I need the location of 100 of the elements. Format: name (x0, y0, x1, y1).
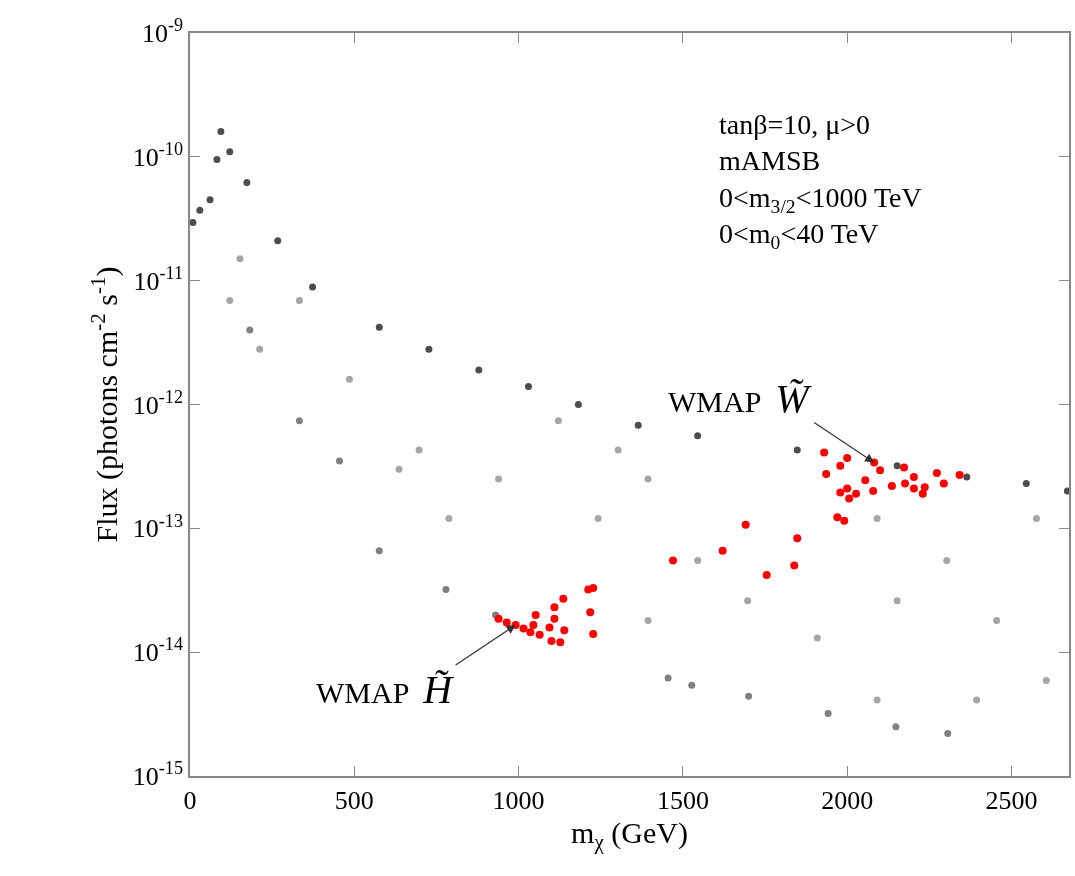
point (531, 610, 540, 619)
annotation: tanβ=10, μ>0 (719, 109, 871, 140)
point (545, 623, 554, 632)
point (226, 297, 234, 305)
point (442, 586, 450, 594)
point (1032, 515, 1040, 523)
point (1063, 487, 1069, 495)
x-axis-title: m$_{χ}$ (GeV) (571, 815, 688, 855)
x-tick-label: 1500 (656, 785, 709, 815)
point (893, 462, 901, 470)
y-tick-label: 10$^{-12}$ (132, 386, 184, 420)
point (876, 466, 885, 475)
point (820, 448, 829, 457)
point (900, 463, 909, 472)
point (824, 709, 832, 717)
point (694, 432, 702, 440)
point (217, 128, 225, 136)
point (932, 468, 941, 477)
y-tick-label: 10$^{-13}$ (132, 510, 184, 544)
point (547, 637, 556, 646)
point (415, 446, 423, 454)
x-tick-label: 0 (183, 785, 197, 815)
point (688, 681, 696, 689)
point (836, 461, 845, 470)
annotation: WMAP H̃ (316, 667, 455, 712)
point (213, 156, 221, 164)
point (861, 476, 870, 485)
point (190, 218, 197, 226)
point (963, 473, 971, 481)
annotation: mAMSB (719, 145, 821, 177)
point (694, 556, 702, 564)
point (869, 487, 878, 496)
point (445, 515, 453, 523)
point (556, 638, 565, 647)
point (745, 692, 753, 700)
point (955, 470, 964, 479)
point (840, 516, 849, 525)
point (614, 446, 622, 454)
point (309, 283, 317, 291)
point (594, 515, 602, 523)
point (375, 547, 383, 555)
point (833, 513, 842, 522)
x-tick-label: 1000 (492, 785, 545, 815)
point (944, 730, 952, 738)
point (524, 382, 532, 390)
point (395, 465, 403, 473)
point (475, 366, 483, 374)
point (669, 556, 678, 565)
point (845, 494, 854, 503)
point (718, 546, 727, 555)
point (495, 475, 503, 483)
point (901, 479, 910, 488)
point (589, 583, 598, 592)
y-tick-label: 10$^{-9}$ (141, 15, 184, 49)
point (519, 624, 528, 633)
point (909, 484, 918, 493)
point (843, 484, 852, 493)
point (535, 630, 544, 639)
point (1022, 480, 1030, 488)
point (559, 594, 568, 603)
point (494, 614, 503, 623)
point (852, 489, 861, 498)
point (887, 481, 896, 490)
point (943, 556, 951, 564)
point (893, 597, 901, 605)
point (993, 617, 1001, 625)
y-tick-label: 10$^{-10}$ (132, 139, 184, 172)
point (345, 375, 353, 383)
point (295, 297, 303, 305)
y-tick-label: 10$^{-15}$ (132, 758, 184, 792)
point (644, 475, 652, 483)
y-tick-label: 10$^{-11}$ (133, 262, 184, 296)
point (909, 472, 918, 481)
point (256, 345, 264, 353)
point (1042, 677, 1050, 685)
point (873, 515, 881, 523)
x-tick-label: 2000 (821, 785, 874, 815)
annotation: 0<m$_{3/2}$<1000 TeV (719, 181, 922, 217)
point (793, 534, 802, 543)
point (236, 255, 244, 263)
point (873, 696, 881, 704)
point (843, 453, 852, 462)
point (836, 488, 845, 497)
point (196, 206, 204, 214)
y-tick-label: 10$^{-14}$ (132, 634, 184, 668)
point (336, 457, 344, 465)
point (502, 618, 511, 627)
point (793, 446, 801, 454)
point (375, 323, 383, 331)
point (206, 196, 214, 204)
point (664, 674, 672, 682)
annotation: 0<m$_{0}$<40 TeV (719, 218, 879, 254)
point (529, 620, 538, 629)
point (274, 237, 282, 245)
point (973, 696, 981, 704)
point (554, 417, 562, 425)
annotation: WMAP W̃ (668, 376, 813, 421)
point (939, 479, 948, 488)
point (295, 417, 303, 425)
point (741, 520, 750, 529)
